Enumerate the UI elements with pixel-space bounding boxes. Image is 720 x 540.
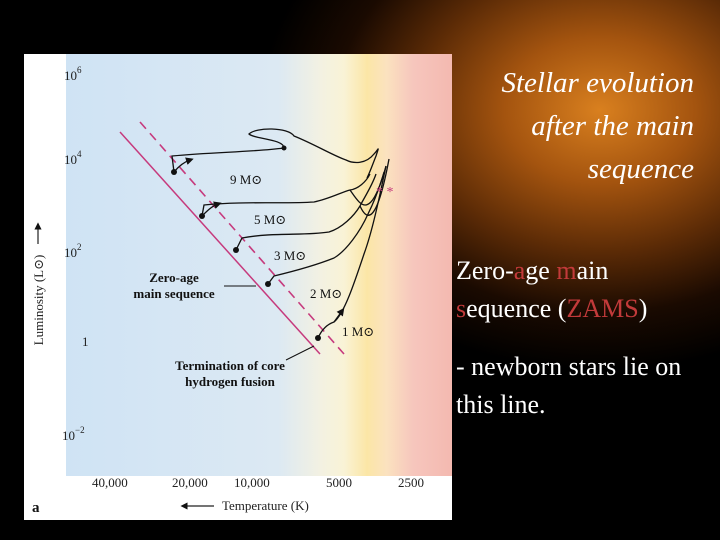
title-line-2: after the main xyxy=(531,110,694,142)
zams-text: Zero- xyxy=(456,256,514,285)
zams-text: ZAMS xyxy=(566,294,639,323)
y-axis-label: Luminosity (L⊙) xyxy=(31,255,46,346)
zams-text: equence ( xyxy=(466,294,567,323)
y-tick-labels: 106 104 102 1 10−2 xyxy=(62,65,89,443)
tams-label-line1: Termination of core xyxy=(175,358,285,373)
x-tick-40000: 40,000 xyxy=(92,475,128,490)
zams-label-line1: Zero-age xyxy=(149,270,199,285)
track-1msun xyxy=(317,165,387,339)
y-tick-1e6: 106 xyxy=(64,65,82,83)
y-tick-1e-2: 10−2 xyxy=(62,425,85,443)
x-tick-20000: 20,000 xyxy=(172,475,208,490)
x-tick-labels: 40,000 20,000 10,000 5000 2500 xyxy=(92,475,424,490)
zams-label-line2: main sequence xyxy=(133,286,214,301)
track-dots xyxy=(171,145,321,341)
track-1msun-arrow xyxy=(333,307,345,323)
mass-label-9: 9 M⊙ xyxy=(230,172,262,187)
tams-annotation: Termination of core hydrogen fusion xyxy=(175,358,285,389)
zams-paragraph: Zero-age main sequence (ZAMS) xyxy=(456,252,712,328)
x-tick-5000: 5000 xyxy=(326,475,352,490)
zams-annotation: Zero-age main sequence xyxy=(133,270,214,301)
track-9msun xyxy=(171,128,379,179)
x-tick-2500: 2500 xyxy=(398,475,424,490)
title-line-3: sequence xyxy=(587,153,694,185)
panel-label: a xyxy=(32,500,40,516)
x-axis-label: Temperature (K) xyxy=(222,498,309,513)
y-tick-1e4: 104 xyxy=(64,149,82,167)
stars-marker: * * xyxy=(376,185,394,200)
zams-text: ge xyxy=(525,256,557,285)
title-line-1: Stellar evolution xyxy=(501,67,695,99)
hr-diagram-figure: 106 104 102 1 10−2 Luminosity (L⊙) 40,00… xyxy=(24,54,452,520)
diagram-plot-area xyxy=(66,54,452,476)
zams-text: ) xyxy=(638,294,648,323)
mass-label-3: 3 M⊙ xyxy=(274,248,306,263)
mass-labels: 9 M⊙ 5 M⊙ 3 M⊙ 2 M⊙ 1 M⊙ xyxy=(230,172,374,339)
zams-text: a xyxy=(513,256,526,285)
zams-text: m xyxy=(556,256,577,285)
track-3msun xyxy=(235,173,377,251)
y-tick-1: 1 xyxy=(82,334,89,349)
zams-text: s xyxy=(456,294,467,323)
track-bundle xyxy=(349,158,390,216)
x-tick-10000: 10,000 xyxy=(234,475,270,490)
note-paragraph: - newborn stars lie on this line. xyxy=(456,352,682,419)
y-tick-1e2: 102 xyxy=(64,242,82,260)
tams-line xyxy=(119,131,321,355)
mass-label-5: 5 M⊙ xyxy=(254,212,286,227)
zams-text: ain xyxy=(576,256,609,285)
mass-label-2: 2 M⊙ xyxy=(310,286,342,301)
mass-label-1: 1 M⊙ xyxy=(342,324,374,339)
slide-title: Stellar evolution after the main sequenc… xyxy=(434,62,695,191)
track-5msun xyxy=(201,173,371,217)
y-axis-title: Luminosity (L⊙) xyxy=(31,255,46,346)
tams-label-line2: hydrogen fusion xyxy=(185,374,275,389)
tams-pointer xyxy=(285,345,315,361)
